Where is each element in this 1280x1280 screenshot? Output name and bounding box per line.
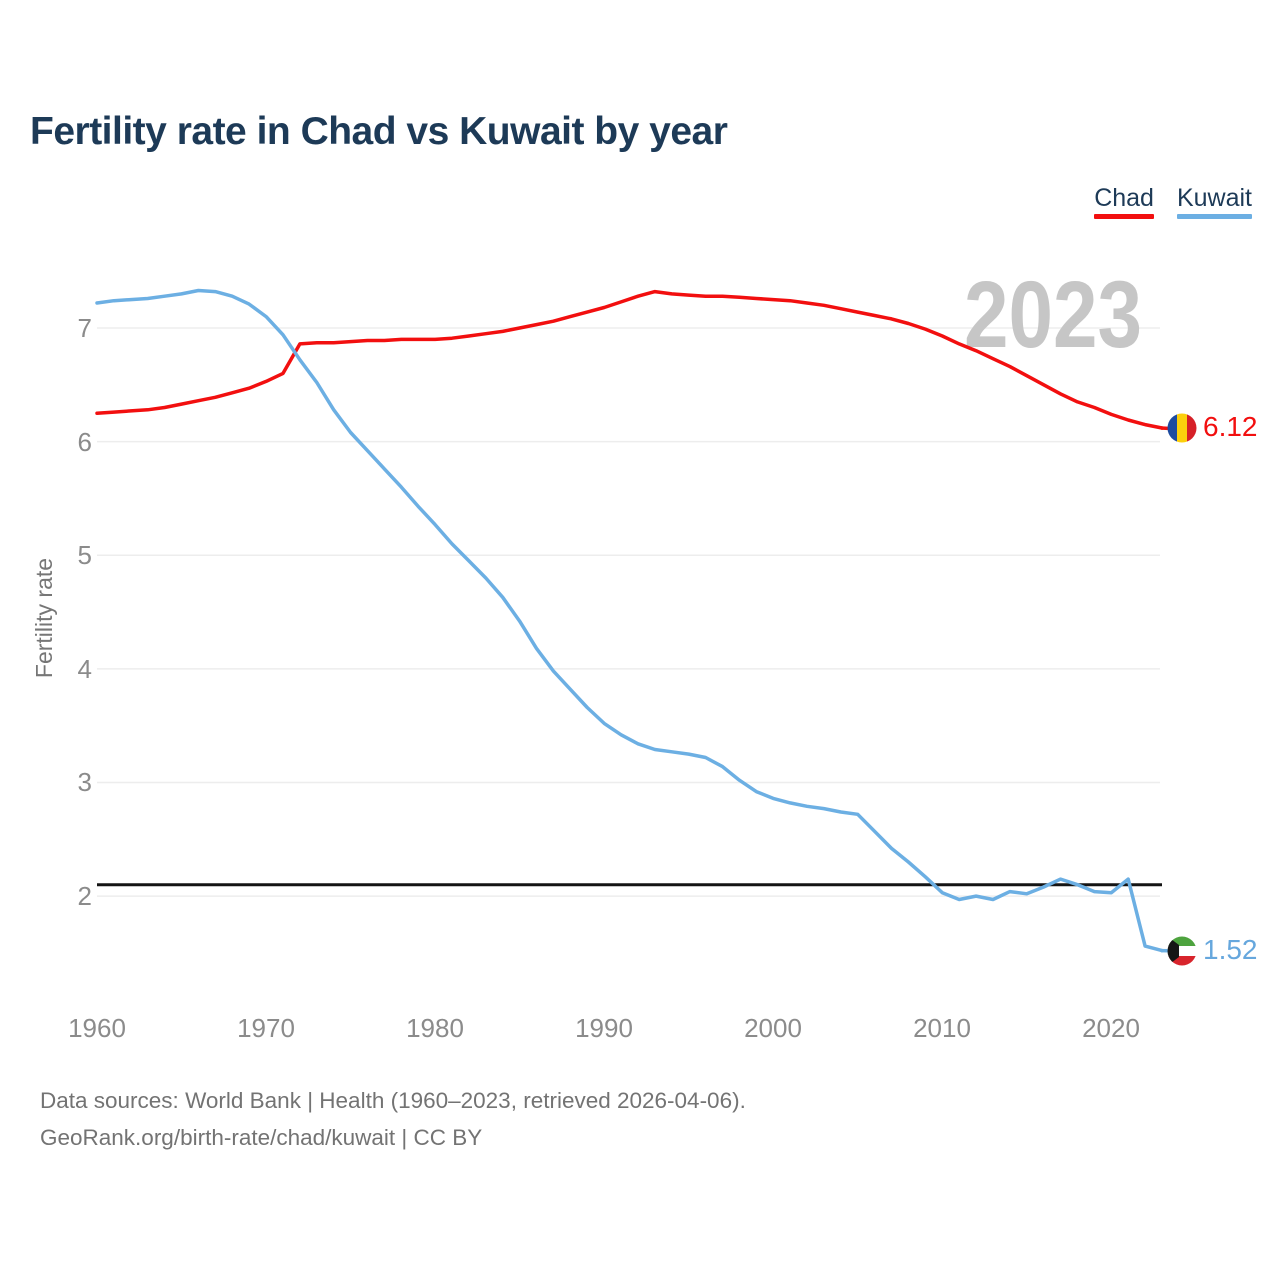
footer-attribution: GeoRank.org/birth-rate/chad/kuwait | CC … <box>40 1125 483 1150</box>
legend-item-chad[interactable]: Chad <box>1094 185 1154 219</box>
page-title: Fertility rate in Chad vs Kuwait by year <box>30 110 728 153</box>
year-watermark: 2023 <box>964 262 1142 368</box>
chad-flag-icon <box>1167 413 1197 443</box>
legend-item-kuwait[interactable]: Kuwait <box>1176 184 1252 219</box>
legend-label-chad: Chad <box>1094 184 1154 212</box>
x-tick-label: 1980 <box>406 1013 464 1043</box>
kuwait-line <box>95 288 1164 953</box>
gridlines <box>97 327 1160 897</box>
legend-color-bar-kuwait <box>1176 214 1252 219</box>
y-tick-label: 7 <box>77 313 92 343</box>
x-tick-label: 2010 <box>913 1013 971 1043</box>
chad-line <box>95 289 1164 430</box>
x-tick-label: 2020 <box>1082 1013 1140 1043</box>
footer: Data sources: World Bank | Health (1960–… <box>40 1082 746 1156</box>
legend: Chad Kuwait <box>1094 185 1252 219</box>
y-tick-label: 6 <box>77 427 92 457</box>
x-tick-label: 1990 <box>575 1013 633 1043</box>
footer-sources: Data sources: World Bank | Health (1960–… <box>40 1088 746 1113</box>
series-lines <box>95 288 1164 953</box>
x-tick-label: 2000 <box>744 1013 802 1043</box>
legend-color-bar-chad <box>1094 214 1154 219</box>
y-tick-label: 4 <box>77 654 92 684</box>
kuwait-flag-icon <box>1167 936 1197 966</box>
y-tick-label: 5 <box>77 540 92 570</box>
x-tick-label: 1960 <box>68 1013 126 1043</box>
x-tick-label: 1970 <box>237 1013 295 1043</box>
chad-end-value: 6.12 <box>1203 411 1258 442</box>
legend-label-kuwait: Kuwait <box>1176 184 1252 212</box>
kuwait-end-value: 1.52 <box>1203 934 1258 965</box>
y-tick-label: 3 <box>77 767 92 797</box>
y-tick-label: 2 <box>77 881 92 911</box>
